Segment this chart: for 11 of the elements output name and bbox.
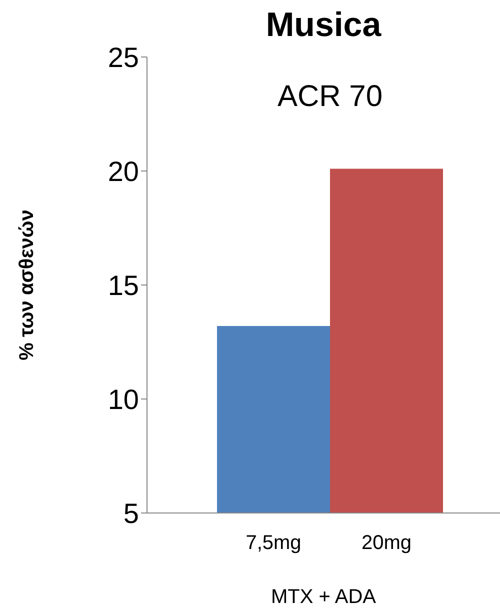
y-tick-label: 25 <box>108 42 139 73</box>
y-tick-label: 15 <box>108 270 139 301</box>
y-tick-label: 5 <box>123 498 139 529</box>
x-axis-title: MTX + ADA <box>270 586 377 608</box>
y-tick-label: 10 <box>108 384 139 415</box>
y-tick-label: 20 <box>108 156 139 187</box>
annotation: ACR 70 <box>276 80 384 114</box>
y-axis-title: % των ασθενών <box>16 210 38 360</box>
x-tick-label: 7,5mg <box>246 532 302 554</box>
x-tick-label: 20mg <box>361 532 412 554</box>
chart-title: Musica <box>264 6 382 45</box>
